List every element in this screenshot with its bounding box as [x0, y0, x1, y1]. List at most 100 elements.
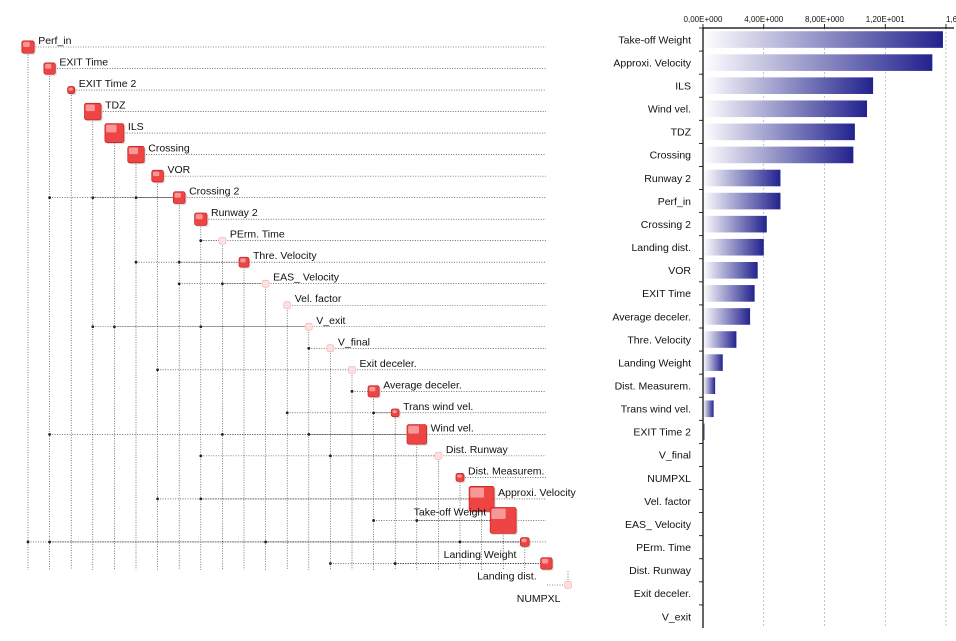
node-2 — [67, 86, 76, 94]
junction-15-16 — [350, 389, 354, 393]
node-5 — [127, 146, 145, 164]
junction-13-18 — [307, 432, 311, 436]
node-13 — [304, 322, 313, 331]
node-highlight-20 — [457, 474, 462, 478]
node-18 — [406, 424, 427, 445]
bar-0 — [703, 31, 943, 48]
node-8 — [194, 212, 208, 226]
junction-5-10 — [134, 260, 138, 264]
bar-label-14: Landing Weight — [618, 357, 691, 369]
node-label-25: NUMPXL — [517, 593, 561, 605]
node-highlight-0 — [22, 41, 30, 47]
node-23 — [520, 537, 530, 547]
bar-8 — [703, 215, 767, 233]
node-highlight-2 — [68, 87, 73, 91]
junction-9-11 — [221, 282, 224, 286]
node-6 — [151, 169, 164, 183]
junction-11-23 — [264, 540, 267, 544]
node-4 — [104, 123, 125, 143]
bar-label-17: EXIT Time 2 — [633, 427, 691, 439]
bar-tick-labels: 0,00E+000 4,00E+000 8,00E+000 1,20E+001 1,60… — [684, 15, 956, 24]
junction-4-13 — [113, 325, 116, 329]
tick-label-2: 8,00E+000 — [805, 15, 844, 24]
bar-label-4: TDZ — [671, 127, 692, 139]
node-16 — [367, 385, 380, 398]
node-label-24: Landing dist. — [477, 570, 537, 582]
node-label-6: VOR — [167, 164, 190, 176]
node-highlight-21 — [470, 487, 485, 498]
bar-label-1: Approxi. Velocity — [613, 57, 691, 69]
bar-11 — [703, 285, 755, 302]
bar-label-9: Landing dist. — [631, 242, 691, 254]
bar-label-24: Exit deceler. — [634, 588, 691, 600]
tick-label-1: 4,00E+000 — [744, 15, 783, 24]
node-highlight-24 — [541, 558, 549, 564]
bar-13 — [703, 331, 737, 348]
node-label-13: V_exit — [316, 315, 345, 327]
junction-8-9 — [199, 239, 203, 243]
bar-label-19: NUMPXL — [647, 473, 691, 485]
node-label-8: Runway 2 — [211, 207, 258, 219]
bar-label-20: Vel. factor — [644, 496, 691, 508]
node-label-14: V_final — [338, 336, 370, 348]
node-label-21: Approxi. Velocity — [498, 487, 576, 499]
bar-label-12: Average deceler. — [612, 311, 691, 323]
bar-6 — [703, 169, 781, 187]
node-label-19: Dist. Runway — [446, 444, 509, 456]
junction-6-15 — [156, 368, 160, 372]
bar-label-21: EAS_ Velocity — [625, 519, 692, 531]
node-label-20: Dist. Measurem. — [468, 465, 544, 477]
node-25 — [564, 581, 572, 589]
bar-axes — [699, 24, 954, 628]
node-label-5: Crossing — [148, 143, 190, 155]
node-20 — [455, 473, 465, 482]
bar-12 — [703, 308, 751, 325]
node-highlight-18 — [408, 425, 419, 434]
node-highlight-7 — [174, 192, 181, 198]
junction-8-21 — [199, 497, 203, 501]
bar-series — [703, 31, 943, 441]
bar-7 — [703, 192, 781, 210]
bar-label-7: Perf_in — [658, 196, 691, 208]
bar-label-8: Crossing 2 — [641, 219, 691, 231]
node-label-9: PErm. Time — [230, 229, 285, 241]
node-24 — [540, 557, 553, 570]
junction-14-19 — [329, 454, 332, 458]
junction-14-24 — [329, 562, 332, 565]
node-label-18: Wind vel. — [431, 422, 474, 434]
node-label-2: EXIT Time 2 — [79, 78, 137, 90]
bar-label-13: Thre. Velocity — [627, 334, 691, 346]
bar-label-22: PErm. Time — [636, 542, 691, 554]
tick-label-3: 1,20E+001 — [866, 15, 905, 24]
node-9 — [218, 236, 227, 245]
node-label-4: ILS — [128, 121, 144, 133]
junction-3-13 — [91, 325, 95, 329]
node-highlight-4 — [106, 124, 117, 133]
bar-label-6: Runway 2 — [644, 173, 691, 185]
bar-label-18: V_final — [659, 450, 691, 462]
tick-label-4: 1,60E+001 — [946, 15, 956, 24]
bar-2 — [703, 77, 874, 94]
node-label-22: Take-off Weight — [414, 506, 487, 518]
node-label-15: Exit deceler. — [360, 358, 417, 370]
junction-8-19 — [199, 454, 203, 458]
tick-label-0: 0,00E+000 — [684, 15, 723, 24]
node-highlight-22 — [491, 508, 506, 520]
bar-label-5: Crossing — [650, 150, 692, 162]
bar-label-25: V_exit — [662, 611, 691, 623]
node-highlight-23 — [521, 538, 527, 543]
bar-label-0: Take-off Weight — [618, 34, 691, 46]
node-label-7: Crossing 2 — [189, 186, 239, 198]
node-label-3: TDZ — [105, 100, 126, 112]
junction-16-22 — [372, 519, 375, 522]
node-highlight-10 — [240, 258, 246, 263]
node-12 — [283, 301, 292, 310]
junction-7-11 — [177, 282, 181, 286]
bar-category-labels: Take-off Weight Approxi. Velocity ILS Wind … — [612, 34, 691, 623]
junction-7-10 — [177, 260, 181, 264]
node-19 — [434, 452, 443, 460]
node-17 — [390, 408, 400, 418]
node-7 — [172, 191, 186, 204]
bar-label-10: VOR — [668, 265, 691, 277]
bar-16 — [703, 400, 714, 418]
